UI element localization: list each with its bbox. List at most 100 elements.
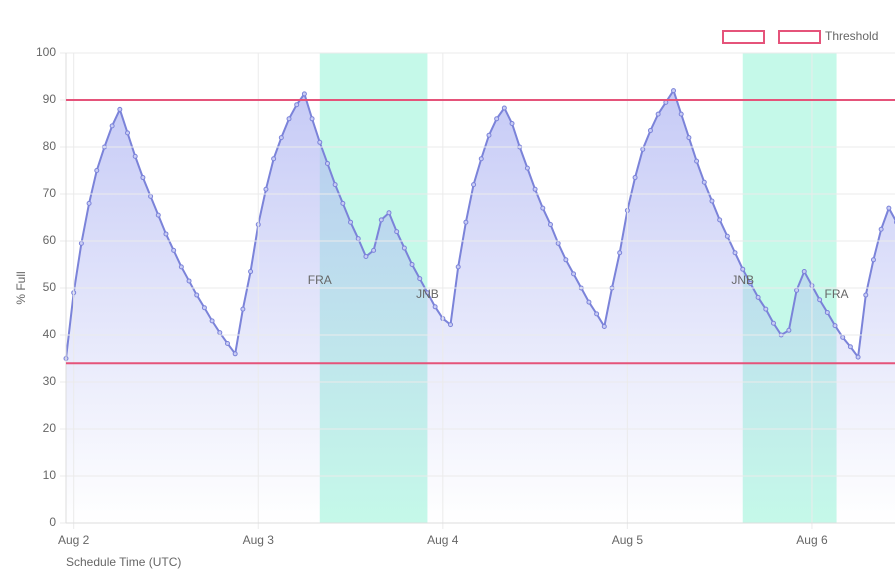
point <box>471 182 477 188</box>
point <box>417 276 423 282</box>
point <box>786 327 792 333</box>
point <box>232 351 238 357</box>
point <box>817 297 823 303</box>
point <box>463 219 469 225</box>
point <box>509 121 515 126</box>
point <box>863 292 869 298</box>
point <box>501 105 507 111</box>
point <box>586 299 592 305</box>
y-tick-label: 40 <box>43 327 57 341</box>
point <box>724 233 730 239</box>
point <box>140 175 146 181</box>
point <box>163 231 169 237</box>
point <box>178 264 184 270</box>
point <box>640 146 646 152</box>
point <box>301 91 307 97</box>
point <box>686 135 692 141</box>
y-tick-label: 80 <box>43 139 57 153</box>
point <box>870 257 876 263</box>
point <box>378 217 384 223</box>
point <box>755 294 761 300</box>
point <box>271 156 277 162</box>
point <box>840 334 846 340</box>
point <box>855 354 861 360</box>
y-tick-label: 70 <box>43 186 57 200</box>
y-tick-label: 30 <box>43 374 57 388</box>
point <box>186 278 192 284</box>
point <box>125 130 131 136</box>
point <box>601 324 607 330</box>
x-axis-label: Schedule Time (UTC) <box>66 555 181 569</box>
legend-swatch <box>722 30 765 44</box>
x-tick-label: Aug 5 <box>612 533 644 547</box>
point <box>647 128 653 134</box>
point <box>455 264 461 270</box>
point <box>709 198 715 204</box>
point <box>201 305 207 311</box>
point <box>801 269 807 275</box>
point <box>340 200 346 206</box>
point <box>363 254 369 260</box>
point <box>740 266 746 272</box>
y-axis-label: % Full <box>14 271 28 304</box>
point <box>217 330 223 336</box>
point <box>317 139 323 145</box>
point <box>671 88 677 94</box>
legend-label: Threshold <box>825 29 878 43</box>
y-tick-label: 0 <box>49 515 56 529</box>
region-label: FRA <box>825 287 849 301</box>
point <box>424 290 430 296</box>
x-tick-label: Aug 4 <box>427 533 459 547</box>
point <box>770 320 776 326</box>
x-tick-label: Aug 3 <box>243 533 275 547</box>
region-label: JNB <box>416 287 439 301</box>
x-tick-label: Aug 6 <box>796 533 828 547</box>
point <box>109 123 115 129</box>
x-tick-label: Aug 2 <box>58 533 90 547</box>
point <box>532 186 538 192</box>
point <box>847 344 853 350</box>
point <box>94 168 100 173</box>
point <box>278 135 284 141</box>
point <box>763 306 769 312</box>
point <box>617 250 623 256</box>
point <box>386 210 392 216</box>
point <box>117 106 123 112</box>
point <box>324 160 330 166</box>
point <box>432 304 438 310</box>
point <box>448 322 454 328</box>
point <box>355 236 361 242</box>
region-label: FRA <box>308 273 332 287</box>
point <box>240 306 246 312</box>
point <box>878 226 884 232</box>
point <box>248 269 254 275</box>
point <box>371 247 377 253</box>
point <box>78 240 84 246</box>
point <box>263 186 269 192</box>
point <box>286 116 292 122</box>
point <box>401 245 407 251</box>
y-tick-label: 50 <box>43 280 57 294</box>
y-tick-label: 10 <box>43 468 57 482</box>
point <box>394 229 400 235</box>
area <box>66 90 895 523</box>
legend-swatch <box>778 30 821 44</box>
point <box>478 156 484 162</box>
point <box>132 153 138 159</box>
point <box>155 212 161 218</box>
point <box>594 311 600 317</box>
point <box>571 271 577 277</box>
point <box>524 165 530 171</box>
point <box>547 222 553 228</box>
point <box>409 262 415 267</box>
point <box>148 193 154 199</box>
point <box>886 205 892 211</box>
point <box>332 182 338 188</box>
point <box>171 247 177 253</box>
point <box>732 250 738 256</box>
region-label: JNB <box>731 273 754 287</box>
y-tick-label: 60 <box>43 233 57 247</box>
point <box>224 340 230 346</box>
point <box>194 292 200 298</box>
